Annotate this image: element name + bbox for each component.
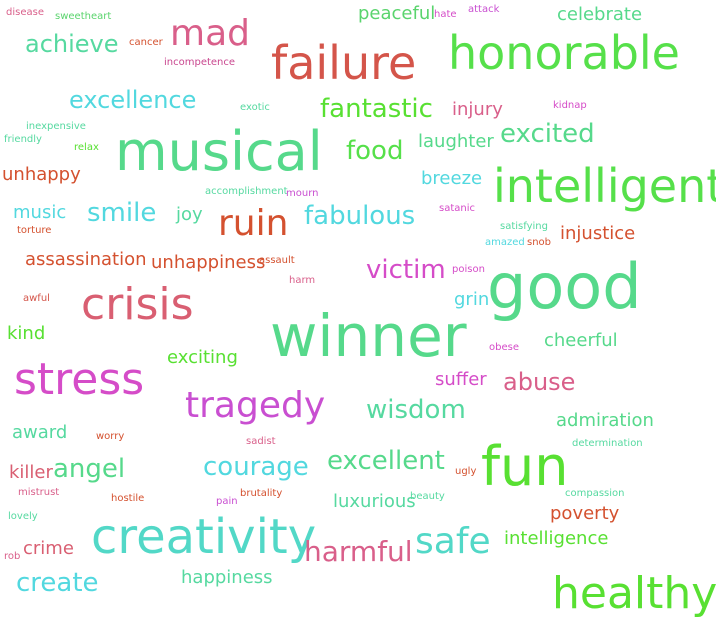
cloud-word: poison [452, 264, 485, 275]
cloud-word: award [12, 422, 68, 443]
cloud-word: rob [4, 551, 21, 562]
cloud-word: mourn [286, 188, 319, 199]
cloud-word: brutality [240, 488, 283, 499]
cloud-word: worry [96, 431, 125, 442]
cloud-word: beauty [410, 491, 445, 502]
cloud-word: tragedy [185, 385, 326, 426]
cloud-word: food [346, 136, 404, 166]
cloud-word: smile [87, 198, 157, 228]
cloud-word: wisdom [366, 395, 466, 425]
cloud-word: ugly [455, 466, 477, 477]
cloud-word: mistrust [18, 487, 60, 498]
cloud-word: intelligence [504, 528, 609, 549]
cloud-word: grin [454, 289, 490, 310]
cloud-word: abuse [503, 368, 576, 396]
cloud-word: cancer [129, 37, 163, 48]
cloud-word: healthy [552, 568, 716, 619]
cloud-word: excellent [327, 446, 445, 476]
cloud-word: excited [500, 119, 595, 149]
cloud-word: create [16, 568, 99, 598]
cloud-word: admiration [556, 410, 654, 431]
cloud-word: angel [53, 454, 126, 484]
cloud-word: kidnap [553, 100, 587, 111]
cloud-word: ruin [218, 203, 289, 244]
cloud-word: fabulous [304, 201, 416, 231]
cloud-word: celebrate [557, 4, 643, 25]
cloud-word: failure [271, 36, 417, 90]
cloud-word: compassion [565, 488, 625, 499]
cloud-word: achieve [25, 30, 119, 58]
cloud-word: stress [14, 354, 145, 405]
cloud-word: courage [203, 452, 309, 482]
cloud-word: honorable [448, 26, 680, 80]
cloud-word: exotic [240, 102, 270, 113]
cloud-word: musical [115, 120, 323, 183]
cloud-word: incompetence [164, 57, 236, 68]
cloud-word: happiness [181, 567, 273, 588]
cloud-word: crisis [81, 279, 194, 330]
cloud-word: killer [9, 462, 53, 483]
cloud-word: sadist [246, 436, 276, 447]
cloud-word: kind [7, 323, 46, 344]
cloud-word: cheerful [544, 330, 618, 351]
cloud-word: amazed [485, 237, 525, 248]
cloud-word: assault [259, 255, 295, 266]
cloud-word: mad [170, 13, 250, 54]
cloud-word: unhappiness [151, 252, 266, 273]
cloud-word: intelligent [493, 159, 716, 213]
cloud-word: torture [17, 225, 52, 236]
cloud-word: friendly [4, 134, 42, 145]
cloud-word: safe [415, 521, 491, 562]
cloud-word: awful [23, 293, 50, 304]
cloud-word: sweetheart [55, 11, 112, 22]
cloud-word: creativity [91, 509, 317, 565]
cloud-word: laughter [418, 131, 494, 152]
cloud-word: hate [434, 9, 457, 20]
cloud-word: peaceful [358, 3, 436, 24]
cloud-word: excellence [69, 86, 197, 114]
cloud-word: good [487, 250, 642, 323]
cloud-word: victim [366, 255, 446, 285]
cloud-word: injustice [560, 223, 636, 244]
cloud-word: satanic [439, 203, 476, 214]
cloud-word: harm [289, 275, 316, 286]
cloud-word: pain [216, 496, 238, 507]
cloud-word: suffer [435, 369, 487, 390]
cloud-word: luxurious [333, 491, 416, 512]
cloud-word: attack [468, 4, 500, 15]
cloud-word: harmful [304, 535, 413, 568]
cloud-word: hostile [111, 493, 145, 504]
cloud-word: joy [176, 204, 203, 225]
cloud-word: unhappy [2, 164, 81, 185]
cloud-word: determination [572, 438, 643, 449]
cloud-word: disease [6, 7, 44, 18]
cloud-word: injury [452, 99, 503, 120]
cloud-word: winner [270, 302, 467, 370]
cloud-word: breeze [421, 168, 483, 189]
cloud-word: fun [481, 435, 569, 498]
cloud-word: lovely [8, 511, 38, 522]
cloud-word: satisfying [500, 221, 548, 232]
cloud-word: relax [74, 142, 99, 153]
cloud-word: inexpensive [26, 121, 86, 132]
cloud-word: obese [489, 342, 519, 353]
cloud-word: poverty [550, 503, 620, 524]
cloud-word: music [13, 202, 67, 223]
cloud-word: accomplishment [205, 186, 288, 197]
cloud-word: fantastic [320, 94, 433, 124]
cloud-word: crime [23, 538, 74, 559]
cloud-word: assassination [25, 249, 147, 270]
cloud-word: exciting [167, 347, 238, 368]
cloud-word: snob [527, 237, 552, 248]
